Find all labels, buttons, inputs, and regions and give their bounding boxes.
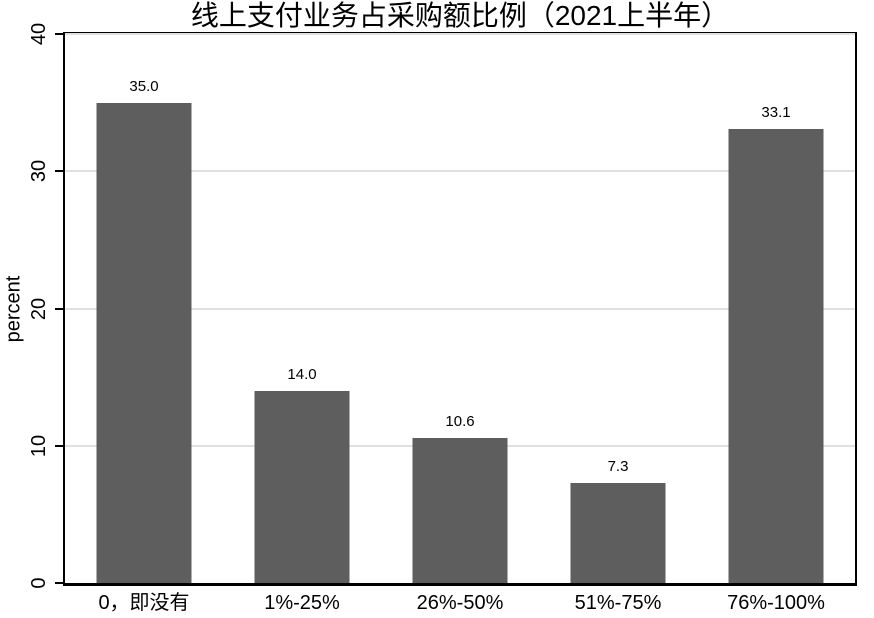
x-tick-label: 1%-25% [264, 592, 340, 614]
chart-title: 线上支付业务占采购额比例（2021上半年） [190, 0, 730, 31]
y-axis-tick [55, 444, 63, 447]
y-axis-tick [55, 170, 63, 173]
y-tick-label: 0 [28, 577, 50, 589]
y-tick-label: 10 [28, 434, 50, 457]
y-tick-label: 40 [28, 22, 50, 46]
y-axis-title: percent [2, 275, 25, 343]
bar-value-label: 14.0 [287, 365, 317, 383]
y-axis-tick [55, 582, 63, 584]
bar [412, 437, 508, 583]
bar [96, 102, 192, 583]
bar [728, 128, 824, 583]
x-tick-label: 26%-50% [416, 592, 504, 614]
y-tick-label: 30 [28, 160, 50, 183]
y-gridline [65, 170, 855, 173]
x-tick-label: 51%-75% [574, 592, 662, 614]
bar-value-label: 33.1 [761, 103, 791, 121]
plot-area: 0 10 20 30 40 35.0 0，即没有 14.0 1%-25% 10.6 26%-50% 7… [28, 23, 857, 614]
bar-value-label: 7.3 [607, 457, 629, 475]
bar-value-label: 35.0 [129, 77, 159, 95]
y-axis-tick [55, 307, 63, 310]
y-tick-label: 20 [28, 297, 50, 320]
x-tick-label: 0，即没有 [98, 592, 190, 614]
x-tick-label: 76%-100% [727, 592, 825, 614]
bar [570, 482, 666, 583]
y-gridline [65, 307, 855, 310]
y-gridline [65, 33, 855, 35]
bar [254, 390, 350, 583]
bar-value-label: 10.6 [445, 412, 475, 430]
y-axis-tick [55, 33, 63, 35]
